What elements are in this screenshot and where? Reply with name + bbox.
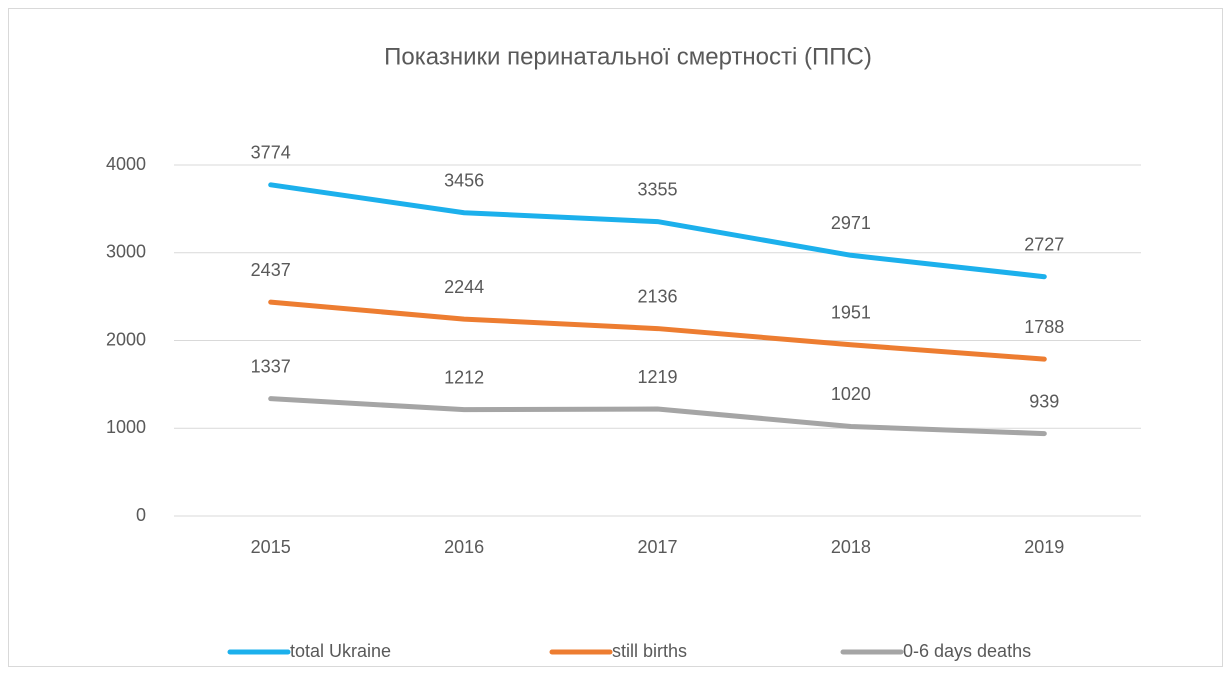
series-line xyxy=(268,182,1047,280)
series-line xyxy=(268,299,1047,362)
data-label: 1788 xyxy=(1024,317,1064,337)
x-tick-label: 2017 xyxy=(637,537,677,557)
y-tick-label: 0 xyxy=(136,505,146,525)
series-line xyxy=(268,396,1047,437)
data-label: 2244 xyxy=(444,277,484,297)
data-label: 1951 xyxy=(831,303,871,323)
data-label: 1212 xyxy=(444,367,484,387)
legend-label: 0-6 days deaths xyxy=(903,641,1031,661)
data-label: 3774 xyxy=(251,143,291,163)
data-label: 2136 xyxy=(637,286,677,306)
y-tick-label: 1000 xyxy=(106,417,146,437)
data-label: 1219 xyxy=(637,367,677,387)
data-label: 2437 xyxy=(251,260,291,280)
y-tick-label: 3000 xyxy=(106,242,146,262)
data-label: 1020 xyxy=(831,384,871,404)
x-tick-label: 2018 xyxy=(831,537,871,557)
legend-label: still births xyxy=(612,641,687,661)
data-label: 2971 xyxy=(831,213,871,233)
chart-title: Показники перинатальної смертності (ППС) xyxy=(384,43,872,70)
data-label: 3456 xyxy=(444,170,484,190)
x-tick-label: 2015 xyxy=(251,537,291,557)
chart-border xyxy=(8,8,1223,667)
x-tick-label: 2019 xyxy=(1024,537,1064,557)
y-tick-label: 4000 xyxy=(106,154,146,174)
legend-label: total Ukraine xyxy=(290,641,391,661)
data-label: 3355 xyxy=(637,179,677,199)
x-tick-label: 2016 xyxy=(444,537,484,557)
data-label: 2727 xyxy=(1024,234,1064,254)
y-tick-label: 2000 xyxy=(106,329,146,349)
data-label: 1337 xyxy=(251,356,291,376)
data-label: 939 xyxy=(1029,391,1059,411)
